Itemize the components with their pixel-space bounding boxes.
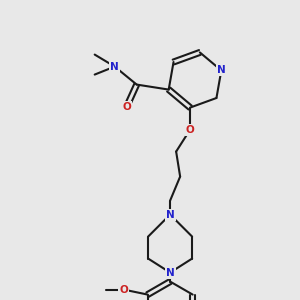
Text: N: N	[166, 268, 175, 278]
Text: O: O	[186, 124, 194, 135]
Text: O: O	[119, 285, 128, 295]
Text: N: N	[110, 61, 119, 72]
Text: N: N	[166, 210, 175, 220]
Text: N: N	[217, 65, 226, 75]
Text: O: O	[122, 102, 131, 112]
